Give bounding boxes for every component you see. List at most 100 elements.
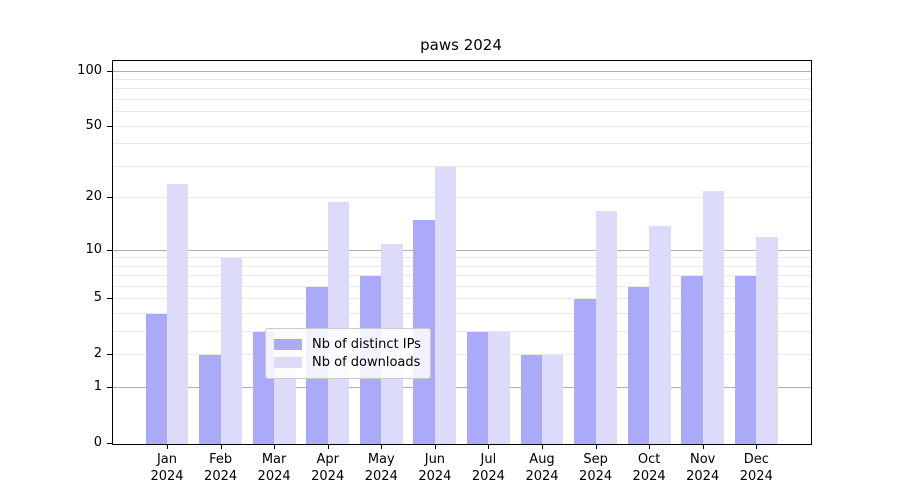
legend-label-ips: Nb of distinct IPs — [312, 337, 421, 352]
x-tick-month: Jun — [424, 452, 446, 467]
x-tick-mark — [274, 444, 276, 449]
x-tick-month: Oct — [637, 452, 661, 467]
x-tick-month: Apr — [316, 452, 339, 467]
legend-label-downloads: Nb of downloads — [312, 355, 421, 370]
x-tick-month: Jan — [156, 452, 178, 467]
x-tick-month: Feb — [209, 452, 233, 467]
x-tick-mark — [327, 444, 329, 449]
bar-downloads-jul — [488, 332, 510, 444]
bar-ips-aug — [520, 355, 542, 444]
x-tick-year: 2024 — [418, 469, 452, 484]
bar-ips-jul — [467, 332, 489, 444]
y-tick-label: 10 — [85, 241, 102, 257]
y-tick-mark — [107, 298, 112, 300]
major-gridline — [113, 70, 811, 72]
bar-downloads-aug — [541, 355, 564, 444]
minor-gridline — [113, 99, 811, 101]
bar-downloads-nov — [702, 191, 725, 444]
minor-gridline — [113, 313, 811, 315]
x-tick-year: 2024 — [525, 469, 559, 484]
x-tick-month: Sep — [583, 452, 608, 467]
x-tick-mark — [167, 444, 168, 449]
x-tick-mark — [756, 444, 758, 449]
y-tick-label: 0 — [93, 435, 102, 450]
minor-gridline — [113, 143, 811, 145]
minor-gridline — [113, 285, 811, 287]
bar-downloads-apr — [327, 202, 350, 444]
legend-entry-downloads: Nb of downloads — [274, 354, 422, 371]
y-tick-label: 5 — [93, 290, 102, 306]
y-tick-label: 20 — [85, 189, 102, 205]
y-tick-mark — [107, 70, 112, 72]
legend-swatch-downloads — [274, 357, 302, 368]
x-tick-year: 2024 — [739, 469, 773, 484]
bar-ips-sep — [574, 299, 596, 444]
x-tick-label: Nov 2024 — [668, 451, 738, 485]
major-gridline — [113, 249, 811, 251]
x-tick-label: Aug 2024 — [507, 451, 577, 485]
x-tick-label: Feb 2024 — [186, 451, 256, 485]
plot-area — [112, 60, 812, 445]
x-tick-month: Nov — [690, 452, 716, 467]
x-tick-label: Jun 2024 — [400, 451, 470, 485]
minor-gridline — [113, 165, 811, 167]
x-tick-mark — [381, 444, 383, 449]
x-tick-mark — [220, 444, 222, 449]
minor-gridline — [113, 111, 811, 113]
y-tick-label: 2 — [93, 346, 102, 362]
bar-downloads-sep — [595, 210, 617, 444]
bar-ips-nov — [681, 276, 703, 444]
x-tick-mark — [595, 444, 597, 449]
x-tick-year: 2024 — [364, 469, 398, 484]
bar-ips-dec — [734, 276, 757, 444]
minor-gridline — [113, 298, 811, 300]
bar-downloads-feb — [220, 258, 242, 444]
x-tick-month: Aug — [529, 452, 555, 467]
x-tick-mark — [542, 444, 543, 449]
y-tick-label: 50 — [85, 117, 102, 133]
bar-downloads-jun — [434, 166, 457, 444]
x-tick-year: 2024 — [686, 469, 720, 484]
x-tick-label: Mar 2024 — [239, 451, 309, 485]
legend: Nb of distinct IPs Nb of downloads — [265, 328, 431, 379]
bar-downloads-dec — [756, 237, 778, 444]
y-tick-label: 100 — [77, 62, 102, 78]
x-tick-year: 2024 — [632, 469, 666, 484]
minor-gridline — [113, 265, 811, 267]
x-tick-label: Jan 2024 — [132, 451, 202, 485]
x-tick-year: 2024 — [579, 469, 613, 484]
x-tick-year: 2024 — [257, 469, 291, 484]
x-tick-label: Sep 2024 — [561, 451, 631, 485]
bar-ips-oct — [627, 287, 650, 444]
x-tick-label: Apr 2024 — [293, 451, 363, 485]
y-tick-mark — [107, 125, 112, 127]
bar-ips-jan — [145, 314, 167, 444]
major-gridline — [113, 387, 811, 389]
x-tick-year: 2024 — [150, 469, 184, 484]
bar-downloads-jan — [167, 184, 189, 444]
minor-gridline — [113, 197, 811, 199]
y-tick-label: 1 — [93, 379, 102, 395]
y-tick-mark — [107, 443, 112, 444]
y-tick-mark — [107, 354, 112, 356]
bar-downloads-oct — [649, 225, 671, 444]
x-tick-month: Jul — [480, 452, 497, 467]
legend-entry-ips: Nb of distinct IPs — [274, 336, 422, 353]
x-tick-label: Jul 2024 — [453, 451, 523, 485]
x-tick-month: May — [367, 452, 395, 467]
x-tick-year: 2024 — [311, 469, 345, 484]
legend-swatch-ips — [274, 339, 302, 350]
y-tick-mark — [107, 249, 112, 251]
minor-gridline — [113, 257, 811, 259]
minor-gridline — [113, 125, 811, 127]
x-tick-label: Oct 2024 — [614, 451, 684, 485]
x-tick-month: Mar — [261, 452, 287, 467]
minor-gridline — [113, 354, 811, 356]
y-tick-mark — [107, 387, 112, 389]
x-tick-year: 2024 — [204, 469, 238, 484]
minor-gridline — [113, 275, 811, 277]
x-tick-year: 2024 — [471, 469, 505, 484]
x-tick-mark — [649, 444, 651, 449]
x-tick-label: Dec 2024 — [721, 451, 791, 485]
